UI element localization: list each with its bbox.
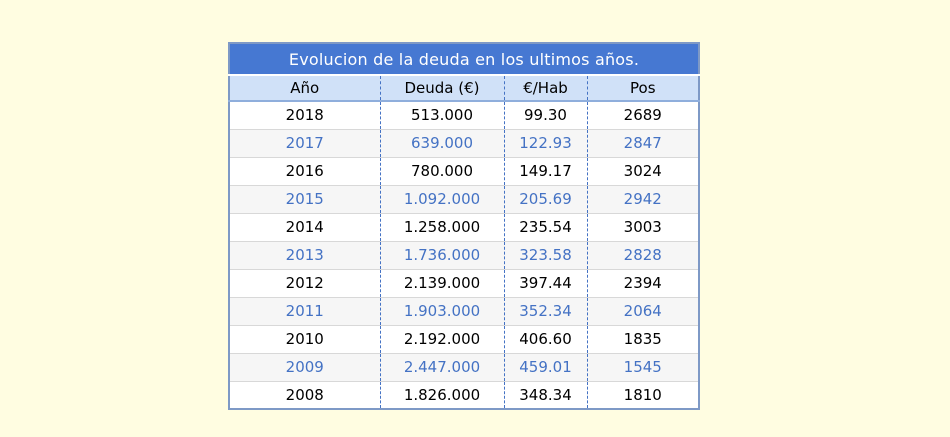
cell-deuda: 1.736.000 (379, 240, 504, 269)
table-row: 2012 2.139.000 397.44 2394 (229, 268, 700, 297)
cell-pos: 2942 (586, 184, 700, 213)
table-row: 2009 2.447.000 459.01 1545 (229, 352, 700, 381)
cell-deuda: 2.447.000 (379, 352, 504, 381)
cell-hab: 149.17 (503, 156, 587, 185)
title-row: Evolucion de la deuda en los ultimos año… (229, 43, 700, 76)
cell-hab: 397.44 (503, 268, 587, 297)
cell-ano: 2010 (229, 324, 380, 353)
cell-hab: 99.30 (503, 101, 587, 129)
cell-deuda: 1.092.000 (379, 184, 504, 213)
cell-deuda: 1.826.000 (379, 380, 504, 409)
cell-deuda: 2.139.000 (379, 268, 504, 297)
table-row: 2018 513.000 99.30 2689 (229, 101, 700, 129)
cell-hab: 323.58 (503, 240, 587, 269)
header-row: Año Deuda (€) €/Hab Pos (229, 75, 700, 102)
cell-ano: 2014 (229, 212, 380, 241)
cell-ano: 2008 (229, 380, 380, 409)
cell-hab: 205.69 (503, 184, 587, 213)
table-row: 2008 1.826.000 348.34 1810 (229, 380, 700, 409)
cell-pos: 2828 (586, 240, 700, 269)
cell-ano: 2013 (229, 240, 380, 269)
table-row: 2015 1.092.000 205.69 2942 (229, 184, 700, 213)
cell-deuda: 2.192.000 (379, 324, 504, 353)
column-header-ano: Año (229, 75, 380, 102)
debt-table: Evolucion de la deuda en los ultimos año… (228, 42, 701, 410)
cell-ano: 2009 (229, 352, 380, 381)
cell-hab: 406.60 (503, 324, 587, 353)
cell-ano: 2015 (229, 184, 380, 213)
cell-pos: 2394 (586, 268, 700, 297)
table-title: Evolucion de la deuda en los ultimos año… (229, 43, 700, 76)
cell-hab: 348.34 (503, 380, 587, 409)
cell-ano: 2011 (229, 296, 380, 325)
column-header-deuda: Deuda (€) (379, 75, 504, 102)
table-row: 2014 1.258.000 235.54 3003 (229, 212, 700, 241)
table-body: 2018 513.000 99.30 2689 2017 639.000 122… (229, 101, 700, 409)
cell-ano: 2018 (229, 101, 380, 129)
cell-hab: 459.01 (503, 352, 587, 381)
cell-hab: 235.54 (503, 212, 587, 241)
cell-pos: 3024 (586, 156, 700, 185)
cell-pos: 1545 (586, 352, 700, 381)
cell-hab: 122.93 (503, 128, 587, 157)
cell-deuda: 639.000 (379, 128, 504, 157)
column-header-pos: Pos (586, 75, 700, 102)
cell-pos: 1810 (586, 380, 700, 409)
cell-pos: 1835 (586, 324, 700, 353)
cell-ano: 2017 (229, 128, 380, 157)
table-row: 2016 780.000 149.17 3024 (229, 156, 700, 185)
table-row: 2010 2.192.000 406.60 1835 (229, 324, 700, 353)
table-row: 2011 1.903.000 352.34 2064 (229, 296, 700, 325)
cell-ano: 2012 (229, 268, 380, 297)
cell-pos: 3003 (586, 212, 700, 241)
cell-pos: 2847 (586, 128, 700, 157)
table-row: 2013 1.736.000 323.58 2828 (229, 240, 700, 269)
column-header-hab: €/Hab (503, 75, 587, 102)
cell-pos: 2064 (586, 296, 700, 325)
cell-deuda: 780.000 (379, 156, 504, 185)
table-row: 2017 639.000 122.93 2847 (229, 128, 700, 157)
cell-hab: 352.34 (503, 296, 587, 325)
cell-deuda: 1.258.000 (379, 212, 504, 241)
cell-deuda: 513.000 (379, 101, 504, 129)
cell-deuda: 1.903.000 (379, 296, 504, 325)
cell-ano: 2016 (229, 156, 380, 185)
cell-pos: 2689 (586, 101, 700, 129)
